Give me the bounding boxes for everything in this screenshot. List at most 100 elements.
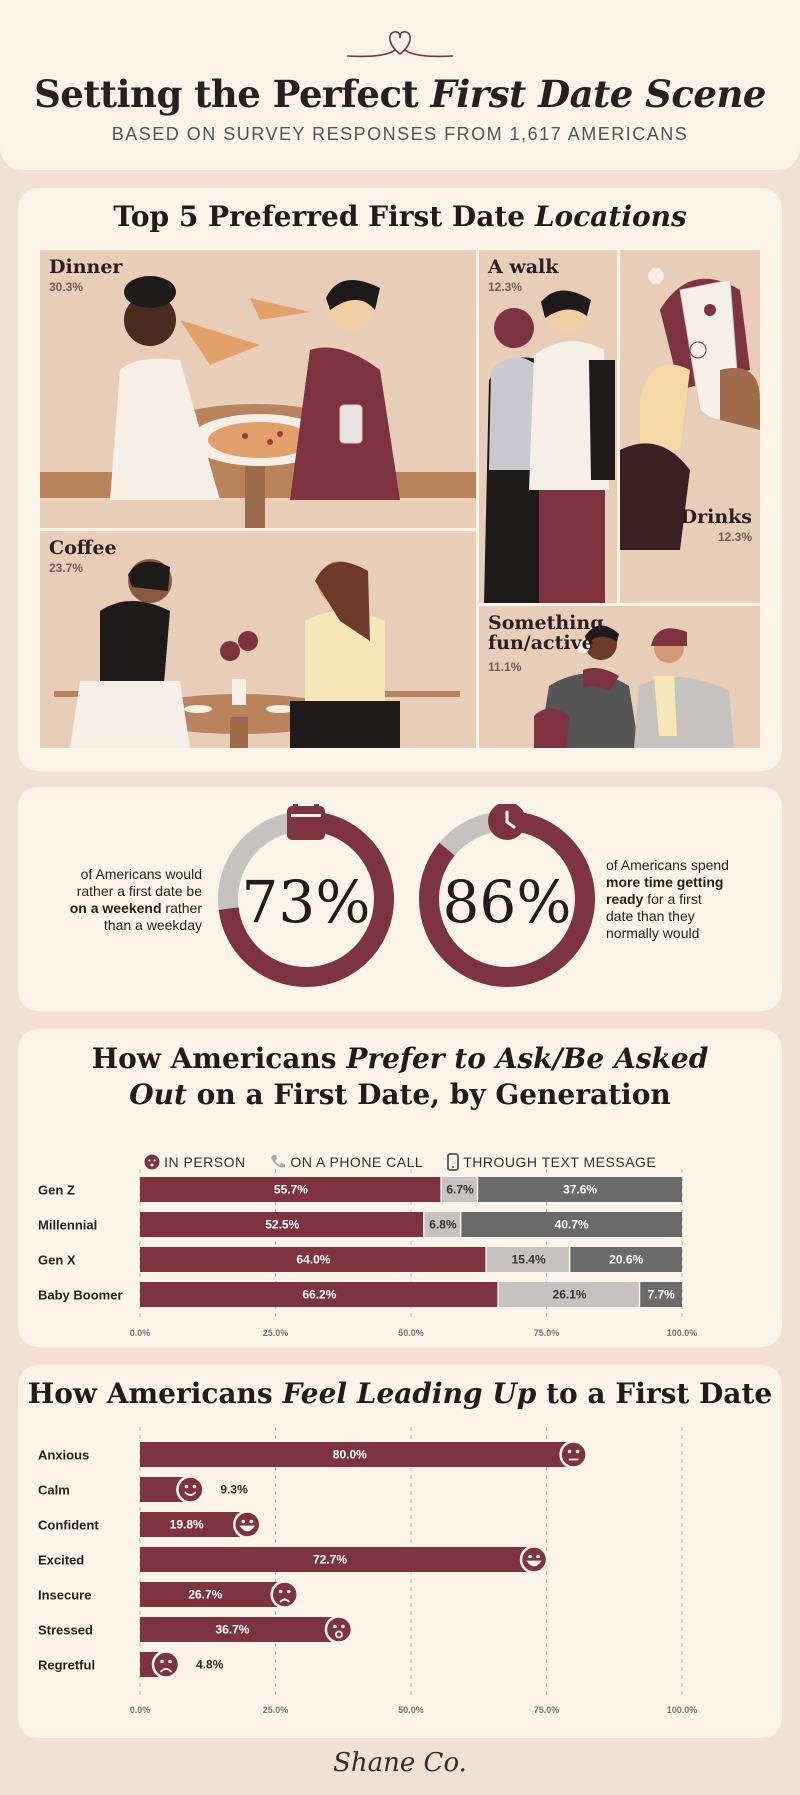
smartphone-icon [447,1153,459,1171]
face-eye [536,1554,540,1559]
location-pct-fun-active: 11.1% [488,660,522,674]
brand-logo: Shane Co. [333,1748,467,1778]
face-eye [168,1659,172,1664]
bar-segment [478,1177,682,1202]
category-label: Gen X [38,1253,76,1268]
category-label: Baby Boomer [38,1288,123,1303]
category-label: Anxious [38,1448,89,1463]
stressed-face-icon [324,1615,354,1644]
face-circle [559,1440,588,1469]
page-title: Setting the Perfect First Date Scene [34,72,766,116]
location-pct-drinks: 12.3% [717,530,752,544]
face-eye [575,1449,580,1454]
feelings-chart: 0.0% 25.0% 50.0% 75.0% 100.0% Anxious 80.0% Cal… [38,1427,698,1715]
category-label: Regretful [38,1658,95,1673]
face-eye [341,1624,345,1629]
scene-dinner: Dinner 30.3% [40,250,476,528]
face-eye [333,1624,337,1629]
face-circle [151,1650,181,1679]
x-tick-label: 50.0% [398,1705,424,1715]
scene-coffee: Coffee 23.7% [40,531,476,748]
location-label-coffee: Coffee [49,537,117,559]
data-label: 80.0% [333,1448,367,1462]
bar-segment [640,1282,682,1307]
feelings-chart-card: How Americans Feel Leading Up to a First… [18,1365,782,1738]
excited-face-icon [519,1545,549,1574]
x-tick-label: 50.0% [398,1328,424,1338]
face-eye [286,1589,291,1594]
coffee-illustration [54,559,460,748]
face-mouth [526,1560,542,1567]
bar-segment [498,1282,639,1307]
ready-percent: 86% [443,868,572,936]
face-circle [324,1615,354,1644]
data-label: 20.6% [609,1253,643,1267]
data-label: 40.7% [555,1218,589,1232]
bar-segment [140,1177,441,1202]
face-circle [176,1475,205,1504]
x-tick-label: 25.0% [263,1328,289,1338]
face-mouth [239,1525,256,1532]
calendar-icon [287,804,325,840]
heart-line-icon [346,31,454,58]
data-label: 19.8% [170,1518,204,1532]
x-tick-label: 100.0% [667,1328,698,1338]
face-eye [528,1554,532,1559]
regretful-face-icon [151,1650,181,1679]
bar [140,1512,248,1537]
category-label: Gen Z [38,1183,75,1198]
location-pct-walk: 12.3% [488,280,523,294]
insecure-face-icon [270,1580,299,1609]
data-label: 66.2% [302,1288,336,1302]
data-label: 6.8% [429,1218,457,1232]
location-label-dinner: Dinner [49,256,123,278]
x-tick-label: 25.0% [263,1705,289,1715]
weekend-stat-text: of Americans would rather a first date b… [69,866,202,933]
face-eye [192,1484,197,1489]
data-label: 37.6% [563,1183,597,1197]
generation-chart-title: How Americans Prefer to Ask/Be Asked Out… [91,1042,709,1111]
bar-segment [461,1212,682,1237]
header: Setting the Perfect First Date Scene BAS… [0,0,800,170]
data-label: 72.7% [313,1553,347,1567]
face-circle [270,1580,299,1609]
face-mouth [184,1491,197,1496]
scene-fun-active: Something fun/active 11.1% [479,606,760,748]
legend-phone-call: ON A PHONE CALL [270,1154,427,1170]
x-tick-label: 100.0% [667,1705,698,1715]
bar-segment [140,1247,486,1272]
generation-legend: IN PERSON ON A PHONE CALL THROUGH TEXT M… [18,1153,782,1171]
locations-title: Top 5 Preferred First Date Locations [113,200,687,233]
face-circle [519,1545,549,1574]
data-label: 64.0% [296,1253,330,1267]
scene-drinks: Drinks 12.3% [620,250,760,603]
confident-face-icon [233,1510,262,1539]
category-label: Millennial [38,1218,97,1233]
location-pct-coffee: 23.7% [49,561,84,575]
face-circle [233,1510,262,1539]
bar [140,1442,574,1467]
bar-segment [441,1177,477,1202]
face-eye [184,1484,189,1489]
face-eye [249,1519,254,1524]
weekend-percent: 73% [242,868,371,936]
weekend-donut: 73% [218,804,394,987]
category-label: Calm [38,1483,70,1498]
location-label-walk: A walk [488,256,559,278]
anxious-face-icon [559,1440,588,1469]
x-tick-label: 75.0% [534,1705,560,1715]
phone-icon [271,1155,286,1168]
ready-donut: 86% [419,804,595,987]
data-label: 6.7% [446,1183,474,1197]
bar-segment [486,1247,569,1272]
data-label: 7.7% [647,1288,675,1302]
category-label: Insecure [38,1588,91,1603]
feelings-chart-title: How Americans Feel Leading Up to a First… [27,1377,773,1410]
face-kiss-icon [144,1154,160,1170]
ready-stat-text: of Americans spend more time getting rea… [606,857,729,941]
data-label: 36.7% [215,1623,249,1637]
category-label: Confident [38,1518,99,1533]
drinks-illustration [620,268,760,550]
x-tick-label: 75.0% [534,1328,560,1338]
face-eye [160,1659,164,1664]
